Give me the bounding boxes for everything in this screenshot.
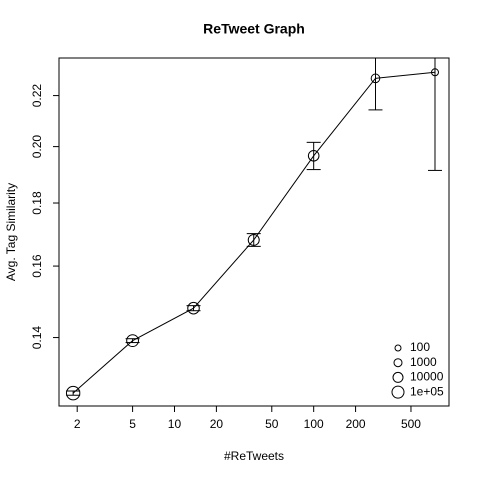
x-tick-label: 100 [304,417,324,431]
x-tick-label: 200 [346,417,366,431]
plot-area [65,58,442,401]
y-axis-label: Avg. Tag Similarity [4,183,18,281]
legend-label: 100 [410,340,430,354]
x-axis-label: #ReTweets [224,449,284,463]
plot-frame [58,57,450,407]
y-tick-label: 0.20 [30,135,44,159]
x-tick-label: 20 [210,417,224,431]
point [307,149,320,162]
legend-symbol [391,385,405,399]
chart-title: ReTweet Graph [203,21,305,37]
point [65,385,81,401]
y-tick-label: 0.22 [30,84,44,108]
legend-symbol [393,358,403,368]
legend-label: 1000 [410,355,437,369]
x-tick-label: 2 [74,417,81,431]
point [431,68,439,77]
error-bar [246,233,261,247]
y-tick-label: 0.16 [30,254,44,278]
x-tick-label: 500 [401,417,421,431]
point [247,233,260,246]
point [126,334,139,348]
legend-symbol [392,371,404,383]
legend-label: 10000 [410,370,444,384]
error-bar [427,58,442,171]
legend-label: 1e+05 [410,384,444,398]
legend-symbol [394,344,402,352]
point [370,73,381,84]
y-tick-label: 0.18 [30,191,44,215]
error-bar [66,390,81,396]
error-bar [306,141,321,171]
point [187,301,200,315]
x-tick-label: 10 [168,417,182,431]
x-tick-label: 5 [129,417,136,431]
x-tick-label: 50 [265,417,279,431]
error-bar [368,58,383,111]
error-bar [125,338,140,344]
y-tick-label: 0.14 [30,326,44,350]
